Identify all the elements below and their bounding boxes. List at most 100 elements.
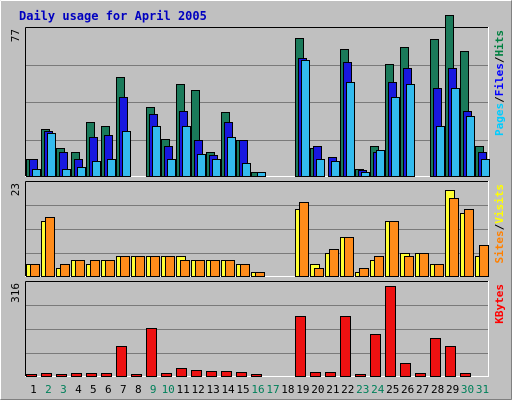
bar-sites-day-14 xyxy=(225,260,235,277)
bar-sites-day-30 xyxy=(464,209,474,277)
bar-pages-day-10 xyxy=(167,159,176,177)
bar-pages-day-13 xyxy=(212,159,221,177)
bar-sites-day-27 xyxy=(419,253,429,277)
x-tick-label-day-19: 19 xyxy=(296,383,309,396)
bar-sites-day-10 xyxy=(165,256,175,277)
bar-pages-day-6 xyxy=(107,159,116,177)
bar-pages-day-25 xyxy=(391,97,400,177)
bar-kbytes-day-22 xyxy=(340,316,351,377)
x-tick-label-day-16: 16 xyxy=(251,383,264,396)
bar-kbytes-day-21 xyxy=(325,372,336,377)
bar-sites-day-22 xyxy=(344,237,354,277)
panel-visits: 23 Sites/Visits xyxy=(9,181,506,277)
bar-sites-day-23 xyxy=(359,268,369,277)
bar-sites-day-29 xyxy=(449,198,459,277)
bar-pages-day-21 xyxy=(331,161,340,177)
bar-pages-day-14 xyxy=(227,137,236,177)
bar-pages-day-26 xyxy=(406,84,415,177)
bar-sites-day-7 xyxy=(120,256,130,277)
bar-kbytes-day-25 xyxy=(385,286,396,377)
scale-label-hits: 77 xyxy=(9,29,22,42)
scale-label-kbytes: 316 xyxy=(9,283,22,303)
x-tick-label-day-5: 5 xyxy=(90,383,97,396)
bar-kbytes-day-11 xyxy=(176,368,187,377)
series-label-separator: / xyxy=(493,223,506,230)
bar-sites-day-25 xyxy=(389,221,399,277)
bar-sites-day-5 xyxy=(90,260,100,277)
x-tick-label-day-14: 14 xyxy=(221,383,235,396)
x-tick-label-day-20: 20 xyxy=(311,383,324,396)
bar-kbytes-day-14 xyxy=(221,371,232,377)
bar-pages-day-12 xyxy=(197,154,206,177)
bar-pages-day-15 xyxy=(242,163,251,177)
bar-sites-day-20 xyxy=(314,268,324,277)
bar-sites-day-4 xyxy=(75,260,85,277)
scale-label-visits: 23 xyxy=(9,183,22,196)
x-tick-label-day-2: 2 xyxy=(45,383,52,396)
bar-sites-day-21 xyxy=(329,249,339,277)
x-tick-label-day-22: 22 xyxy=(341,383,354,396)
bar-pages-day-20 xyxy=(316,159,325,177)
bar-sites-day-16 xyxy=(255,272,265,277)
x-tick-label-day-26: 26 xyxy=(401,383,414,396)
bar-pages-day-22 xyxy=(346,82,355,177)
x-tick-label-day-23: 23 xyxy=(356,383,369,396)
bar-kbytes-day-9 xyxy=(146,328,157,377)
bar-sites-day-28 xyxy=(434,264,444,277)
bar-sites-day-15 xyxy=(240,264,250,277)
bar-sites-day-3 xyxy=(60,264,70,277)
series-label-hits: Hits xyxy=(493,30,506,57)
bar-pages-day-4 xyxy=(77,167,86,177)
x-tick-label-day-30: 30 xyxy=(461,383,474,396)
bar-pages-day-2 xyxy=(47,133,56,177)
bar-pages-day-23 xyxy=(361,172,370,177)
series-label-separator: / xyxy=(493,96,506,103)
bar-kbytes-day-26 xyxy=(400,363,411,377)
bar-sites-day-12 xyxy=(195,260,205,277)
bar-sites-day-8 xyxy=(135,256,145,277)
bar-kbytes-day-12 xyxy=(191,370,202,377)
x-tick-label-day-21: 21 xyxy=(326,383,339,396)
bar-kbytes-day-19 xyxy=(295,316,306,377)
x-tick-label-day-24: 24 xyxy=(371,383,385,396)
bar-sites-day-2 xyxy=(45,217,55,277)
chart-title: Daily usage for April 2005 xyxy=(19,9,207,23)
bar-kbytes-day-20 xyxy=(310,372,321,377)
bar-pages-day-28 xyxy=(436,126,445,177)
x-tick-label-day-12: 12 xyxy=(192,383,205,396)
bar-pages-day-7 xyxy=(122,131,131,177)
x-tick-label-day-27: 27 xyxy=(416,383,429,396)
bar-sites-day-6 xyxy=(105,260,115,277)
x-tick-label-day-8: 8 xyxy=(135,383,142,396)
bar-kbytes-day-1 xyxy=(26,374,37,377)
bar-sites-day-11 xyxy=(180,260,190,277)
bar-kbytes-day-2 xyxy=(41,373,52,377)
x-tick-label-day-1: 1 xyxy=(30,383,37,396)
bar-kbytes-day-24 xyxy=(370,334,381,377)
bar-pages-day-16 xyxy=(257,172,266,177)
bar-kbytes-day-8 xyxy=(131,374,142,377)
bar-kbytes-day-15 xyxy=(236,372,247,377)
bar-kbytes-day-30 xyxy=(460,373,471,377)
bar-kbytes-day-23 xyxy=(355,374,366,377)
series-label-hits: Pages/Files/Hits xyxy=(493,30,506,136)
series-label-files: Files xyxy=(493,63,506,96)
bar-pages-day-19 xyxy=(301,60,310,177)
bar-kbytes-day-7 xyxy=(116,346,127,377)
series-label-visits: Sites/Visits xyxy=(493,184,506,264)
bar-pages-day-3 xyxy=(62,169,71,177)
bar-pages-day-30 xyxy=(466,116,475,177)
series-label-pages: Pages xyxy=(493,103,506,136)
bar-pages-day-29 xyxy=(451,88,460,177)
series-label-separator: / xyxy=(493,56,506,63)
panel-kbytes: 316 KBytes xyxy=(9,281,506,377)
bar-sites-day-24 xyxy=(374,256,384,277)
x-tick-label-day-13: 13 xyxy=(206,383,219,396)
x-tick-label-day-31: 31 xyxy=(476,383,489,396)
x-tick-label-day-6: 6 xyxy=(105,383,112,396)
x-tick-label-day-28: 28 xyxy=(431,383,444,396)
bar-sites-day-1 xyxy=(30,264,40,277)
bar-pages-day-5 xyxy=(92,161,101,177)
